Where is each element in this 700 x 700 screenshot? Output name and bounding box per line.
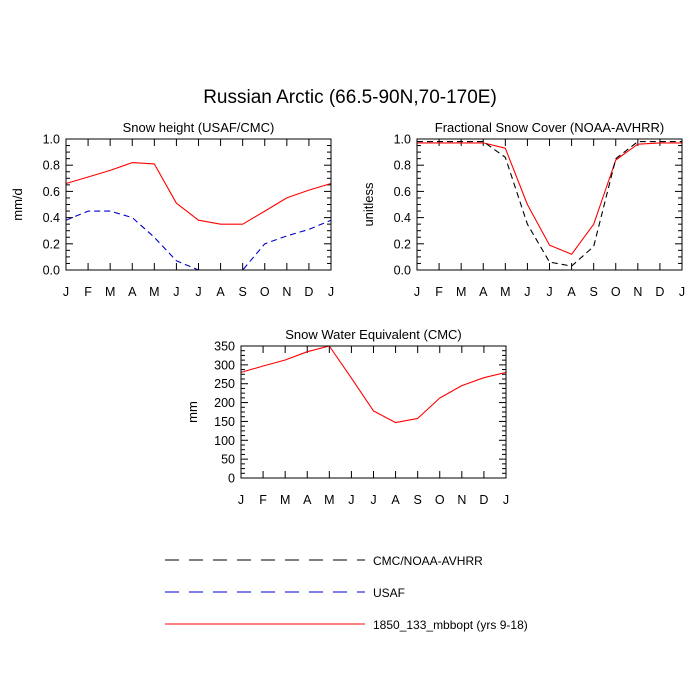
snow-cover-xtick-label: D [655, 285, 664, 299]
snow-cover-xtick-label: N [633, 285, 642, 299]
swe-ytick-label: 300 [214, 358, 235, 372]
swe-ytick-label: 250 [214, 377, 235, 391]
legend-label-usaf: USAF [373, 586, 405, 600]
swe-ytick-label: 100 [214, 434, 235, 448]
swe-ytick-label: 200 [214, 396, 235, 410]
swe-xtick-label: M [324, 493, 334, 507]
swe-ytick-label: 0 [228, 472, 235, 486]
snow-water-equivalent-panel: Snow Water Equivalent (CMC) mm 0 50 100 150 20… [185, 327, 509, 507]
swe-xtick-label: D [479, 493, 488, 507]
snow-cover-xtick-label: A [479, 285, 488, 299]
snow-height-xtick-label: A [128, 285, 137, 299]
snow-cover-xtick-label: A [567, 285, 576, 299]
swe-xtick-label: A [303, 493, 312, 507]
snow-height-ytick-label: 0.6 [43, 185, 60, 199]
snow-height-ylabel: mm/d [10, 188, 25, 221]
snow-cover-xtick-label: J [546, 285, 552, 299]
swe-plot-frame [240, 345, 507, 479]
snow-height-ytick-label: 1.0 [43, 133, 60, 147]
snow-height-xtick-label: O [260, 285, 270, 299]
swe-xtick-label: F [259, 493, 267, 507]
snow-height-xtick-label: M [149, 285, 159, 299]
snow-cover-xtick-label: J [679, 285, 685, 299]
fractional-snow-cover-panel: Fractional Snow Cover (NOAA-AVHRR) unitle… [361, 120, 685, 299]
swe-xtick-label: S [413, 493, 421, 507]
snow-cover-xtick-label: M [456, 285, 466, 299]
snow-height-xtick-label: J [63, 285, 69, 299]
swe-xtick-label: N [457, 493, 466, 507]
snow-height-xtick-label: S [238, 285, 246, 299]
snow-cover-plot-frame [416, 138, 683, 271]
snow-cover-xtick-label: J [414, 285, 420, 299]
swe-xtick-label: M [280, 493, 290, 507]
snow-cover-xtick-label: F [435, 285, 443, 299]
snow-cover-ytick-label: 0.2 [394, 237, 411, 251]
snow-cover-series-1-line [417, 141, 682, 267]
snow-cover-title: Fractional Snow Cover (NOAA-AVHRR) [435, 120, 664, 135]
snow-cover-series-0-line [417, 142, 682, 255]
snow-height-xtick-label: J [328, 285, 334, 299]
swe-xtick-label: J [348, 493, 354, 507]
swe-title: Snow Water Equivalent (CMC) [285, 327, 462, 342]
swe-xtick-label: A [391, 493, 400, 507]
snow-cover-ytick-label: 0.6 [394, 185, 411, 199]
legend: CMC/NOAA-AVHRR USAF 1850_133_mbbopt (yrs… [165, 554, 528, 632]
snow-cover-xtick-label: S [589, 285, 597, 299]
snow-cover-ytick-label: 1.0 [394, 133, 411, 147]
snow-height-xtick-label: J [195, 285, 201, 299]
snow-cover-xtick-label: J [524, 285, 530, 299]
snow-height-xtick-label: A [216, 285, 225, 299]
snow-height-panel: Snow height (USAF/CMC) mm/d 0.0 0.2 0.4 0.6 0.… [10, 120, 334, 299]
snow-cover-ylabel: unitless [361, 182, 376, 227]
swe-ylabel: mm [185, 401, 200, 423]
swe-xtick-label: J [370, 493, 376, 507]
snow-cover-ytick-label: 0.0 [394, 264, 411, 278]
snow-height-xtick-label: N [282, 285, 291, 299]
snow-height-xtick-label: F [84, 285, 92, 299]
snow-height-ytick-label: 0.2 [43, 237, 60, 251]
swe-xtick-label: J [238, 493, 244, 507]
swe-series-0-line [240, 345, 507, 424]
snow-height-xtick-label: D [304, 285, 313, 299]
legend-label-model: 1850_133_mbbopt (yrs 9-18) [373, 618, 528, 632]
figure-title: Russian Arctic (66.5-90N,70-170E) [203, 87, 497, 108]
snow-height-ytick-label: 0.4 [43, 211, 60, 225]
swe-xtick-label: O [435, 493, 445, 507]
snow-cover-ytick-label: 0.8 [394, 159, 411, 173]
snow-height-plot-frame [65, 138, 332, 271]
swe-ytick-label: 150 [214, 415, 235, 429]
snow-height-title: Snow height (USAF/CMC) [123, 120, 275, 135]
swe-ytick-label: 50 [221, 453, 235, 467]
swe-xtick-label: J [503, 493, 509, 507]
snow-height-ytick-label: 0.8 [43, 159, 60, 173]
snow-height-xtick-label: J [173, 285, 179, 299]
snow-cover-xtick-label: O [611, 285, 621, 299]
snow-cover-ytick-label: 0.4 [394, 211, 411, 225]
snow-height-ytick-label: 0.0 [43, 264, 60, 278]
swe-ytick-label: 350 [214, 340, 235, 354]
snow-height-series-0-line [65, 162, 332, 225]
snow-cover-xtick-label: M [500, 285, 510, 299]
legend-label-cmc: CMC/NOAA-AVHRR [373, 554, 483, 568]
snow-height-xtick-label: M [105, 285, 115, 299]
